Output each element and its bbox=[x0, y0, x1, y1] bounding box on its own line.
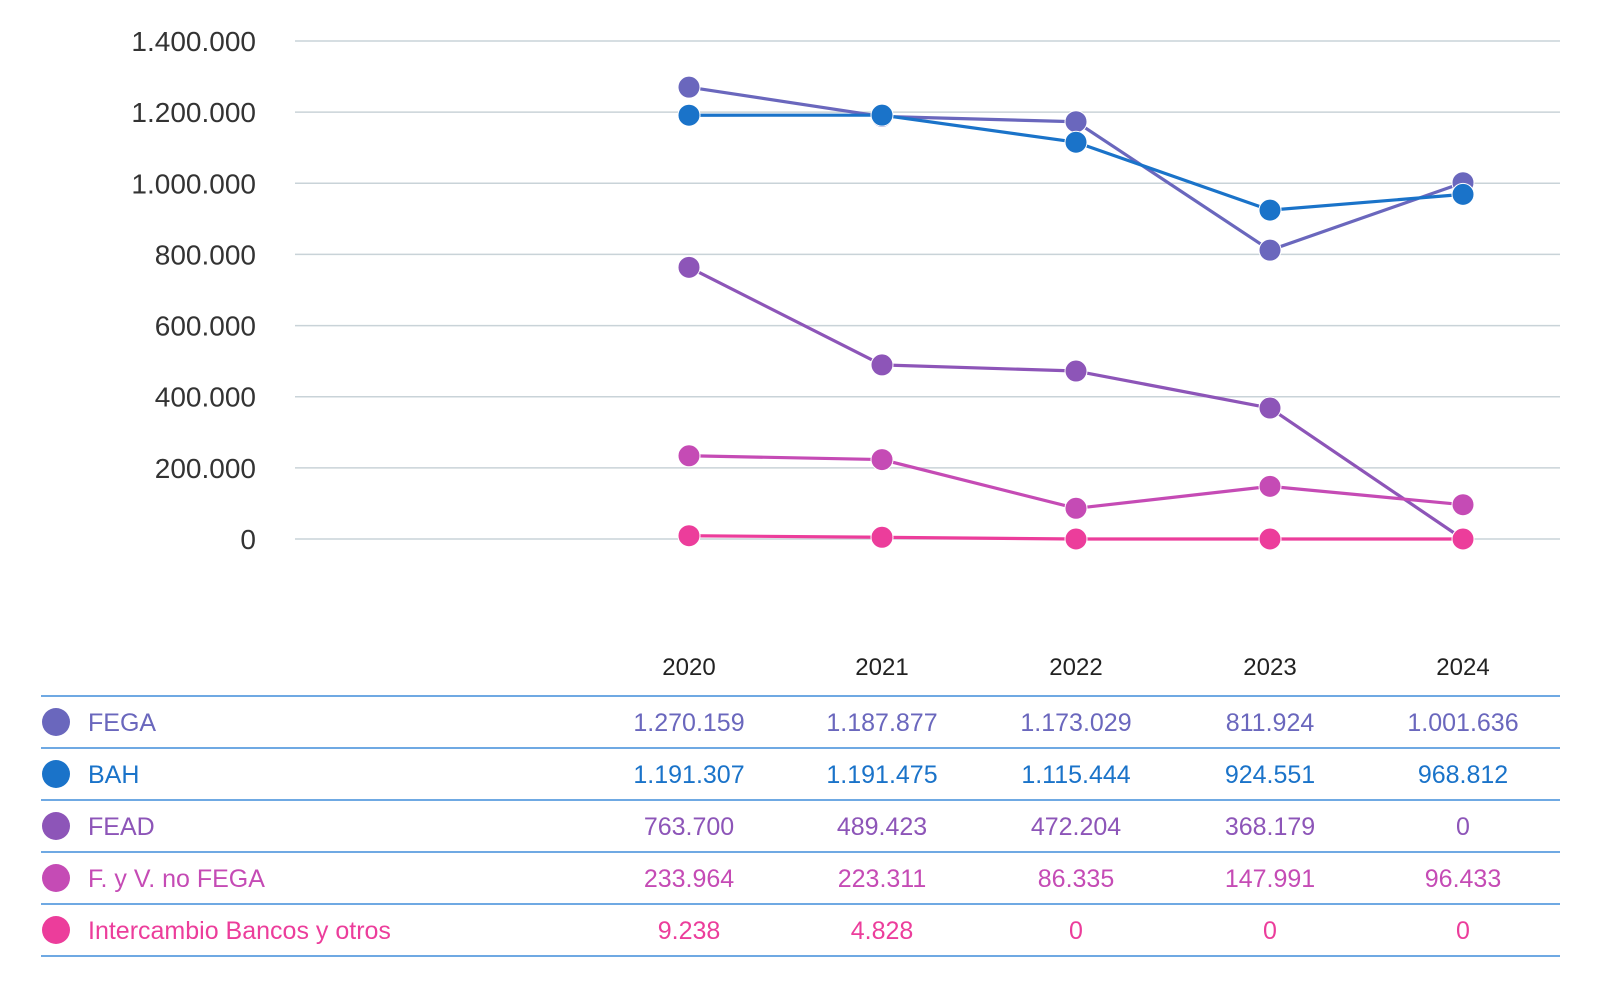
y-tick-label: 1.200.000 bbox=[131, 97, 256, 128]
legend-swatch bbox=[42, 864, 70, 892]
data-point bbox=[1064, 130, 1088, 154]
data-label: 0 bbox=[1069, 917, 1083, 945]
legend-label: F. y V. no FEGA bbox=[88, 865, 265, 893]
data-label: 489.423 bbox=[837, 813, 927, 841]
data-label: 0 bbox=[1263, 917, 1277, 945]
data-label: 472.204 bbox=[1031, 813, 1121, 841]
data-label: 1.191.307 bbox=[633, 761, 744, 789]
data-point bbox=[1064, 110, 1088, 134]
data-point bbox=[1451, 527, 1475, 551]
series-1 bbox=[677, 103, 1475, 222]
data-point bbox=[1258, 238, 1282, 262]
data-label: 1.115.444 bbox=[1021, 761, 1130, 789]
series-0 bbox=[677, 75, 1475, 262]
data-label: 368.179 bbox=[1225, 813, 1315, 841]
y-tick-label: 0 bbox=[240, 524, 256, 555]
table-row: BAH 1.191.307 1.191.475 1.115.444 924.551 968… bbox=[42, 760, 1508, 789]
y-tick-label: 1.400.000 bbox=[131, 26, 256, 57]
legend-label: FEAD bbox=[88, 813, 155, 841]
data-table: 2020 2021 2022 2023 2024 FEGA 1.270.159 1.187.8… bbox=[41, 654, 1560, 957]
data-label: 86.335 bbox=[1038, 865, 1114, 893]
y-tick-label: 200.000 bbox=[155, 453, 256, 484]
y-tick-label: 400.000 bbox=[155, 382, 256, 413]
data-point bbox=[1451, 493, 1475, 517]
data-label: 968.812 bbox=[1418, 761, 1508, 789]
series-lines bbox=[677, 75, 1475, 551]
legend-swatch bbox=[42, 916, 70, 944]
data-label: 924.551 bbox=[1225, 761, 1315, 789]
legend-swatch bbox=[42, 812, 70, 840]
data-label: 1.191.475 bbox=[826, 761, 937, 789]
y-axis-ticks: 0 200.000 400.000 600.000 800.000 1.000.000 1.… bbox=[131, 26, 256, 555]
data-point bbox=[870, 353, 894, 377]
data-point bbox=[1258, 396, 1282, 420]
data-point bbox=[677, 103, 701, 127]
y-tick-label: 600.000 bbox=[155, 311, 256, 342]
legend-label: FEGA bbox=[88, 709, 156, 737]
data-point bbox=[870, 525, 894, 549]
data-label: 0 bbox=[1456, 813, 1470, 841]
data-point bbox=[677, 524, 701, 548]
data-point bbox=[1258, 198, 1282, 222]
data-point bbox=[677, 75, 701, 99]
legend-label: BAH bbox=[88, 761, 139, 789]
series-4 bbox=[677, 524, 1475, 551]
grid-lines bbox=[295, 40, 1560, 540]
data-point bbox=[1258, 474, 1282, 498]
data-label: 233.964 bbox=[644, 865, 734, 893]
data-label: 96.433 bbox=[1425, 865, 1501, 893]
data-label: 1.173.029 bbox=[1020, 709, 1131, 737]
data-point bbox=[677, 255, 701, 279]
legend-swatch bbox=[42, 760, 70, 788]
legend-label: Intercambio Bancos y otros bbox=[88, 917, 391, 945]
data-point bbox=[1451, 182, 1475, 206]
table-row: F. y V. no FEGA 233.964 223.311 86.335 147.9… bbox=[42, 864, 1501, 893]
data-label: 763.700 bbox=[644, 813, 734, 841]
data-label: 811.924 bbox=[1226, 709, 1315, 737]
x-tick-label: 2023 bbox=[1243, 654, 1296, 681]
data-label: 4.828 bbox=[851, 917, 914, 945]
x-tick-label: 2024 bbox=[1436, 654, 1489, 681]
data-label: 147.991 bbox=[1225, 865, 1315, 893]
data-label: 1.187.877 bbox=[826, 709, 937, 737]
table-row: Intercambio Bancos y otros 9.238 4.828 0 0 0 bbox=[42, 916, 1470, 945]
y-tick-label: 1.000.000 bbox=[131, 168, 256, 199]
data-point bbox=[1064, 496, 1088, 520]
x-tick-label: 2020 bbox=[662, 654, 715, 681]
y-tick-label: 800.000 bbox=[155, 239, 256, 270]
table-row: FEGA 1.270.159 1.187.877 1.173.029 811.924 1.… bbox=[42, 708, 1519, 737]
data-point bbox=[870, 103, 894, 127]
data-point bbox=[677, 444, 701, 468]
data-label: 223.311 bbox=[838, 865, 927, 893]
data-label: 0 bbox=[1456, 917, 1470, 945]
legend-swatch bbox=[42, 708, 70, 736]
table-row: FEAD 763.700 489.423 472.204 368.179 0 bbox=[42, 812, 1470, 841]
data-label: 1.270.159 bbox=[633, 709, 744, 737]
data-point bbox=[1064, 527, 1088, 551]
data-point bbox=[870, 448, 894, 472]
x-tick-label: 2021 bbox=[855, 654, 908, 681]
series-3 bbox=[677, 444, 1475, 520]
data-label: 1.001.636 bbox=[1407, 709, 1518, 737]
data-label: 9.238 bbox=[658, 917, 721, 945]
x-tick-label: 2022 bbox=[1049, 654, 1102, 681]
data-point bbox=[1258, 527, 1282, 551]
data-point bbox=[1064, 359, 1088, 383]
